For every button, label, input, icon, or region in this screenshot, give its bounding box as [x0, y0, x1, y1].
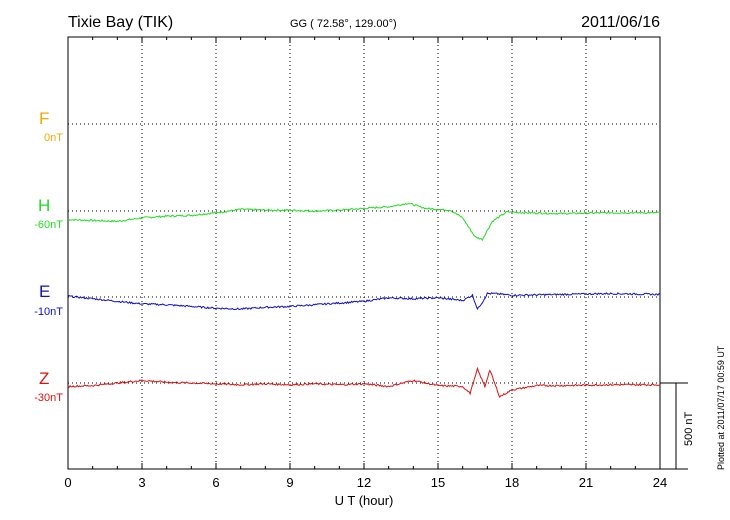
scale-bar-label: 500 nT [683, 411, 695, 446]
coordinates-label: GG ( 72.58°, 129.00°) [290, 18, 397, 30]
grid-lines [68, 37, 660, 469]
series-line-z [67, 366, 661, 399]
baseline-label-z: -30nT [34, 392, 63, 404]
series-line-h [67, 202, 661, 242]
component-label-z: Z [39, 369, 49, 388]
component-label-f: F [39, 109, 49, 128]
x-tick-label: 18 [505, 475, 519, 490]
station-title: Tixie Bay (TIK) [68, 14, 173, 31]
x-tick-label: 9 [286, 475, 293, 490]
series-line-e [67, 292, 661, 311]
component-label-h: H [38, 196, 50, 215]
x-tick-label: 12 [357, 475, 371, 490]
axis-ticks [67, 37, 661, 469]
data-series [67, 202, 661, 399]
x-tick-label: 0 [64, 475, 71, 490]
x-tick-label: 6 [212, 475, 219, 490]
baseline-label-f: 0nT [44, 132, 63, 144]
baseline-label-e: -10nT [34, 306, 63, 318]
baseline-label-h: -60nT [34, 219, 63, 231]
x-tick-label: 15 [431, 475, 445, 490]
x-tick-label: 21 [579, 475, 593, 490]
date-label: 2011/06/16 [581, 14, 660, 31]
x-tick-labels: 0 3 6 9 12 15 18 21 24 [64, 475, 667, 490]
x-tick-label: 24 [653, 475, 667, 490]
plotted-timestamp: Plotted at 2011/07/17 00:59 UT [716, 345, 726, 470]
x-tick-label: 3 [138, 475, 145, 490]
component-label-e: E [39, 282, 50, 301]
x-axis-label: U T (hour) [335, 493, 394, 508]
